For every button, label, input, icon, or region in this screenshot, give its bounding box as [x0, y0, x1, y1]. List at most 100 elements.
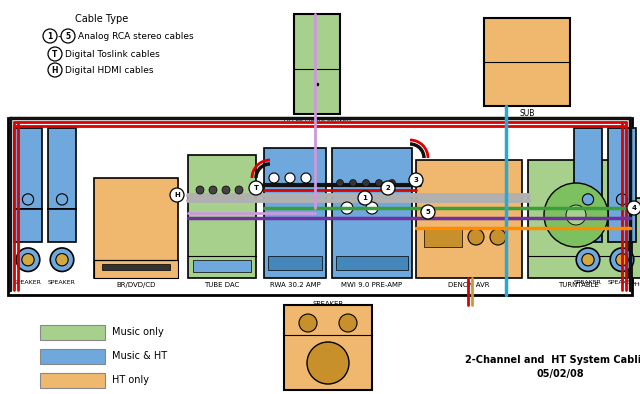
Text: 5: 5	[65, 32, 70, 41]
Bar	[574, 128, 602, 209]
Bar	[94, 260, 178, 278]
Circle shape	[337, 180, 344, 186]
Bar	[8, 118, 632, 295]
Circle shape	[51, 248, 74, 271]
Circle shape	[196, 186, 204, 194]
Circle shape	[409, 173, 423, 187]
Text: T: T	[253, 185, 259, 191]
Bar	[102, 264, 170, 270]
Circle shape	[209, 186, 217, 194]
Circle shape	[358, 191, 372, 205]
Text: Cable Type: Cable Type	[75, 14, 128, 24]
Bar	[336, 256, 408, 270]
Circle shape	[421, 205, 435, 219]
Bar	[14, 128, 42, 209]
Text: 2: 2	[386, 185, 390, 191]
Circle shape	[468, 229, 484, 245]
Text: 3: 3	[413, 177, 419, 183]
Text: SPEAKER: SPEAKER	[608, 280, 636, 285]
Circle shape	[611, 248, 634, 271]
Text: Music only: Music only	[112, 327, 164, 337]
Bar	[40, 325, 105, 340]
Circle shape	[366, 202, 378, 214]
Text: SPEAKER: SPEAKER	[312, 301, 344, 307]
Bar	[484, 18, 570, 106]
Circle shape	[582, 254, 594, 266]
Bar	[284, 305, 372, 390]
Text: RWA 30.2 AMP: RWA 30.2 AMP	[269, 282, 321, 288]
Circle shape	[362, 180, 369, 186]
Circle shape	[48, 47, 62, 61]
Text: 1: 1	[47, 32, 52, 41]
Circle shape	[43, 29, 57, 43]
Circle shape	[381, 181, 395, 195]
Text: DENON AVR: DENON AVR	[448, 282, 490, 288]
Text: –: –	[58, 31, 63, 41]
Bar	[294, 14, 340, 114]
Circle shape	[616, 194, 628, 205]
Circle shape	[576, 248, 600, 271]
Circle shape	[616, 254, 628, 266]
Bar	[574, 209, 602, 242]
Bar	[632, 198, 640, 278]
Bar	[268, 256, 322, 270]
Text: SPEAKER: SPEAKER	[14, 280, 42, 285]
Bar	[608, 128, 636, 209]
Bar	[94, 178, 178, 278]
Circle shape	[170, 188, 184, 202]
Bar	[188, 155, 256, 278]
Text: MWI 9.0 PRE-AMP: MWI 9.0 PRE-AMP	[341, 282, 403, 288]
Circle shape	[307, 342, 349, 384]
Bar	[14, 209, 42, 242]
Bar	[424, 227, 462, 247]
Circle shape	[566, 205, 586, 225]
Circle shape	[285, 173, 295, 183]
Text: 1: 1	[363, 195, 367, 201]
Text: PHONO AMP: PHONO AMP	[631, 282, 640, 287]
Circle shape	[299, 314, 317, 332]
Circle shape	[16, 248, 40, 271]
Text: 5: 5	[426, 209, 430, 215]
Text: 2-Channel and  HT System Cabling
05/02/08: 2-Channel and HT System Cabling 05/02/08	[465, 355, 640, 379]
Text: Digital Toslink cables: Digital Toslink cables	[65, 50, 160, 58]
Text: H: H	[52, 65, 58, 74]
Circle shape	[56, 254, 68, 266]
Circle shape	[582, 194, 594, 205]
Text: TUBE DAC: TUBE DAC	[204, 282, 239, 288]
Text: BR/DVD/CD: BR/DVD/CD	[116, 282, 156, 288]
Circle shape	[222, 186, 230, 194]
Bar	[608, 209, 636, 242]
Circle shape	[22, 194, 34, 205]
Text: Digital HDMI cables: Digital HDMI cables	[65, 65, 154, 74]
Circle shape	[235, 186, 243, 194]
Circle shape	[376, 180, 383, 186]
Circle shape	[61, 29, 75, 43]
Text: TURNTABLE: TURNTABLE	[557, 282, 598, 288]
Bar	[264, 148, 326, 278]
Circle shape	[339, 314, 357, 332]
Text: HT only: HT only	[112, 375, 149, 385]
Text: H: H	[174, 192, 180, 198]
Circle shape	[269, 173, 279, 183]
Circle shape	[56, 194, 68, 205]
Text: SPEAKER: SPEAKER	[574, 280, 602, 285]
Text: 4: 4	[632, 205, 637, 211]
Circle shape	[349, 180, 356, 186]
Bar	[40, 349, 105, 364]
Text: SUB: SUB	[519, 109, 534, 118]
Bar	[40, 373, 105, 388]
Bar	[48, 128, 76, 209]
Text: Analog RCA stereo cables: Analog RCA stereo cables	[78, 32, 194, 41]
Circle shape	[301, 173, 311, 183]
Circle shape	[22, 254, 34, 266]
Bar	[416, 160, 522, 278]
Circle shape	[490, 229, 506, 245]
Text: Music & HT: Music & HT	[112, 351, 167, 361]
Bar	[193, 260, 251, 272]
Bar	[528, 160, 628, 278]
Circle shape	[48, 63, 62, 77]
Circle shape	[627, 201, 640, 215]
Circle shape	[341, 202, 353, 214]
Bar	[48, 209, 76, 242]
Circle shape	[544, 183, 608, 247]
